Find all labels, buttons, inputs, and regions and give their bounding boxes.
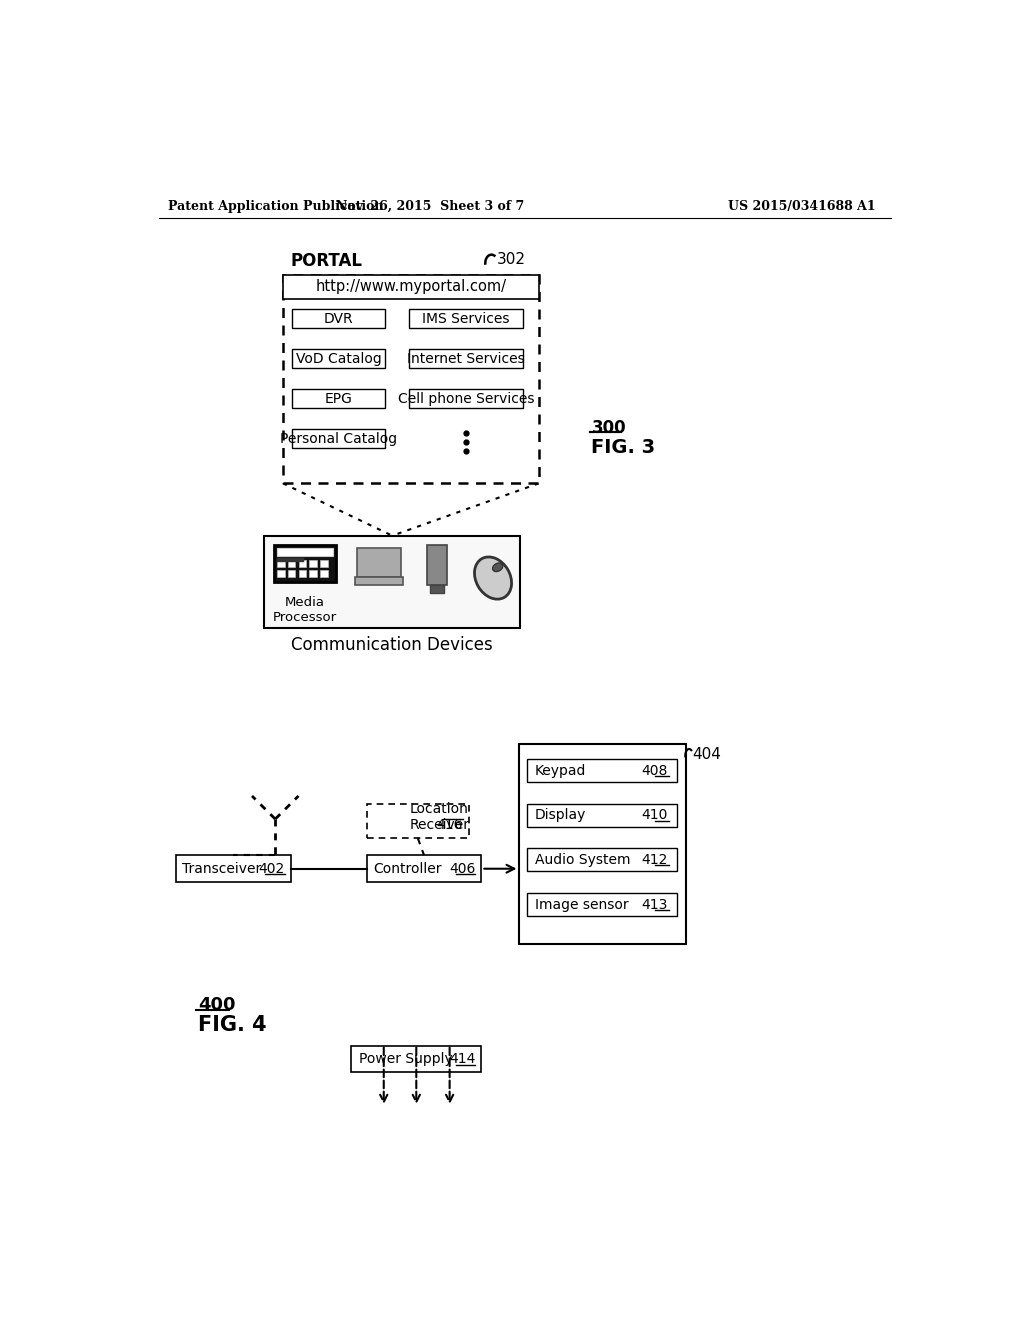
Bar xyxy=(309,560,317,566)
Bar xyxy=(409,389,523,408)
Text: Power Supply: Power Supply xyxy=(359,1052,453,1067)
Bar xyxy=(276,570,285,577)
Text: Cell phone Services: Cell phone Services xyxy=(397,392,535,405)
Text: Internet Services: Internet Services xyxy=(407,351,524,366)
Bar xyxy=(321,570,328,577)
Bar xyxy=(357,548,400,577)
Ellipse shape xyxy=(474,557,512,599)
Text: 406: 406 xyxy=(449,862,475,875)
Text: DVR: DVR xyxy=(324,312,353,326)
Text: 414: 414 xyxy=(449,1052,475,1067)
Text: Keypad: Keypad xyxy=(535,763,587,777)
Text: http://www.myportal.com/: http://www.myportal.com/ xyxy=(315,280,507,294)
Bar xyxy=(409,309,523,327)
Text: Controller: Controller xyxy=(373,862,441,875)
Text: Display: Display xyxy=(535,808,587,822)
Bar xyxy=(527,849,677,871)
Text: VoD Catalog: VoD Catalog xyxy=(296,351,382,366)
Text: Audio System: Audio System xyxy=(535,853,631,867)
Bar xyxy=(292,429,385,447)
Text: 416: 416 xyxy=(436,818,463,832)
Bar xyxy=(264,536,520,628)
Text: Personal Catalog: Personal Catalog xyxy=(281,432,397,446)
Bar xyxy=(527,804,677,826)
Text: PORTAL: PORTAL xyxy=(291,252,362,269)
Text: Nov. 26, 2015  Sheet 3 of 7: Nov. 26, 2015 Sheet 3 of 7 xyxy=(336,199,524,213)
Bar xyxy=(409,350,523,368)
Text: IMS Services: IMS Services xyxy=(422,312,510,326)
Text: FIG. 4: FIG. 4 xyxy=(198,1015,266,1035)
Text: 302: 302 xyxy=(497,252,526,267)
Bar xyxy=(430,585,444,593)
Bar xyxy=(276,560,285,566)
Bar xyxy=(299,560,306,566)
Bar xyxy=(527,892,677,916)
Text: US 2015/0341688 A1: US 2015/0341688 A1 xyxy=(728,199,877,213)
Text: FIG. 3: FIG. 3 xyxy=(592,438,655,458)
Text: Image sensor: Image sensor xyxy=(535,898,629,912)
Ellipse shape xyxy=(493,564,503,572)
Bar xyxy=(299,570,306,577)
Bar xyxy=(321,560,328,566)
Text: Transceiver: Transceiver xyxy=(182,862,261,875)
Bar xyxy=(367,804,469,838)
Bar xyxy=(367,855,481,882)
Bar xyxy=(276,548,333,556)
Text: Media
Processor: Media Processor xyxy=(272,595,337,624)
Bar xyxy=(427,545,447,585)
Bar xyxy=(292,389,385,408)
Bar xyxy=(176,855,291,882)
Bar xyxy=(292,350,385,368)
Bar xyxy=(355,577,403,585)
Bar xyxy=(283,276,539,483)
Text: 402: 402 xyxy=(258,862,285,875)
Text: 408: 408 xyxy=(641,763,668,777)
Bar xyxy=(351,1047,481,1072)
Text: Location
Receiver: Location Receiver xyxy=(410,803,470,832)
Text: 410: 410 xyxy=(641,808,668,822)
Text: 404: 404 xyxy=(692,747,721,762)
Text: Communication Devices: Communication Devices xyxy=(292,636,494,653)
Text: 400: 400 xyxy=(198,997,236,1014)
Text: 412: 412 xyxy=(641,853,668,867)
Bar xyxy=(288,570,295,577)
Text: 300: 300 xyxy=(592,418,626,437)
Bar xyxy=(273,545,336,582)
Bar xyxy=(309,570,317,577)
Bar xyxy=(292,309,385,327)
Bar xyxy=(519,743,686,944)
Text: 413: 413 xyxy=(641,898,668,912)
Bar xyxy=(276,558,304,562)
Bar xyxy=(288,560,295,566)
Bar xyxy=(527,759,677,781)
Text: EPG: EPG xyxy=(325,392,352,405)
Bar xyxy=(283,276,539,298)
Text: Patent Application Publication: Patent Application Publication xyxy=(168,199,384,213)
